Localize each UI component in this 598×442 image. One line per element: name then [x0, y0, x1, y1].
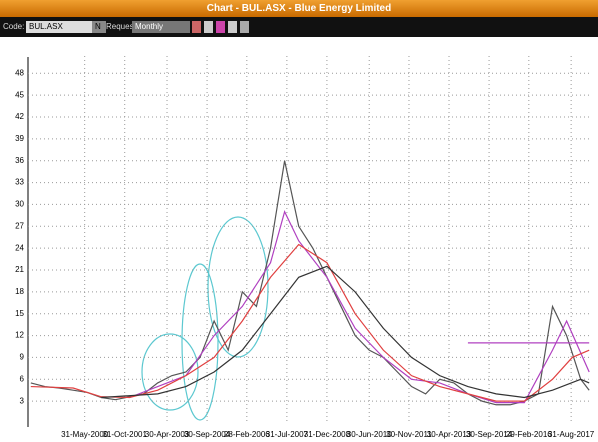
request-label: Request [106, 22, 136, 31]
y-tick-label: 3 [20, 396, 25, 405]
x-tick-label: 30-Nov-2011 [386, 430, 432, 439]
y-tick-label: 36 [15, 156, 24, 165]
toolbar: Code: BUL.ASX N Request Monthly [0, 17, 598, 37]
code-label: Code: [3, 22, 25, 31]
x-tick-label: 31-Dec-2008 [304, 430, 351, 439]
y-tick-label: 48 [15, 68, 24, 77]
period-dropdown[interactable]: Monthly [132, 21, 190, 33]
y-tick-label: 30 [15, 200, 24, 209]
icon-button[interactable] [240, 21, 249, 33]
x-tick-label: 31-May-2000 [61, 430, 109, 439]
annotation-circle [141, 333, 199, 411]
series-line [101, 265, 590, 399]
y-tick-label: 12 [15, 331, 24, 340]
code-input[interactable]: BUL.ASX [26, 21, 92, 33]
y-tick-label: 9 [20, 353, 25, 362]
annotation-circle [207, 216, 269, 358]
x-tick-label: 29-Feb-2016 [506, 430, 552, 439]
y-tick-label: 21 [15, 265, 24, 274]
x-tick-label: 30-Apr-2003 [145, 430, 190, 439]
y-tick-label: 27 [15, 221, 24, 230]
y-tick-label: 39 [15, 134, 24, 143]
annotation-circle [181, 263, 219, 421]
x-tick-label: 31-Aug-2017 [548, 430, 595, 439]
icon-button[interactable] [204, 21, 213, 33]
y-tick-label: 33 [15, 178, 24, 187]
x-tick-label: 30-Jun-2010 [347, 430, 392, 439]
y-tick-label: 15 [15, 309, 24, 318]
x-tick-label: 30-Sep-2014 [466, 430, 513, 439]
series-line [129, 210, 590, 404]
icon-button[interactable] [228, 21, 237, 33]
y-tick-label: 45 [15, 90, 24, 99]
x-tick-label: 31-Oct-2001 [102, 430, 147, 439]
icon-button[interactable] [192, 21, 201, 33]
annotations [141, 216, 269, 421]
icon-button[interactable] [216, 21, 225, 33]
n-button[interactable]: N [92, 21, 106, 33]
y-tick-label: 24 [15, 243, 24, 252]
series-line [30, 160, 590, 406]
x-tick-label: 30-Sep-2004 [184, 430, 231, 439]
x-tick-label: 30-Apr-2013 [427, 430, 472, 439]
x-tick-label: 28-Feb-2006 [224, 430, 270, 439]
y-tick-label: 18 [15, 287, 24, 296]
x-tick-label: 31-Jul-2007 [266, 430, 309, 439]
window-title: Chart - BUL.ASX - Blue Energy Limited [0, 0, 598, 17]
y-tick-label: 6 [20, 374, 25, 383]
series-line [30, 243, 590, 402]
chart: 3691215182124273033363942454831-May-2000… [15, 56, 595, 439]
y-tick-label: 42 [15, 112, 24, 121]
